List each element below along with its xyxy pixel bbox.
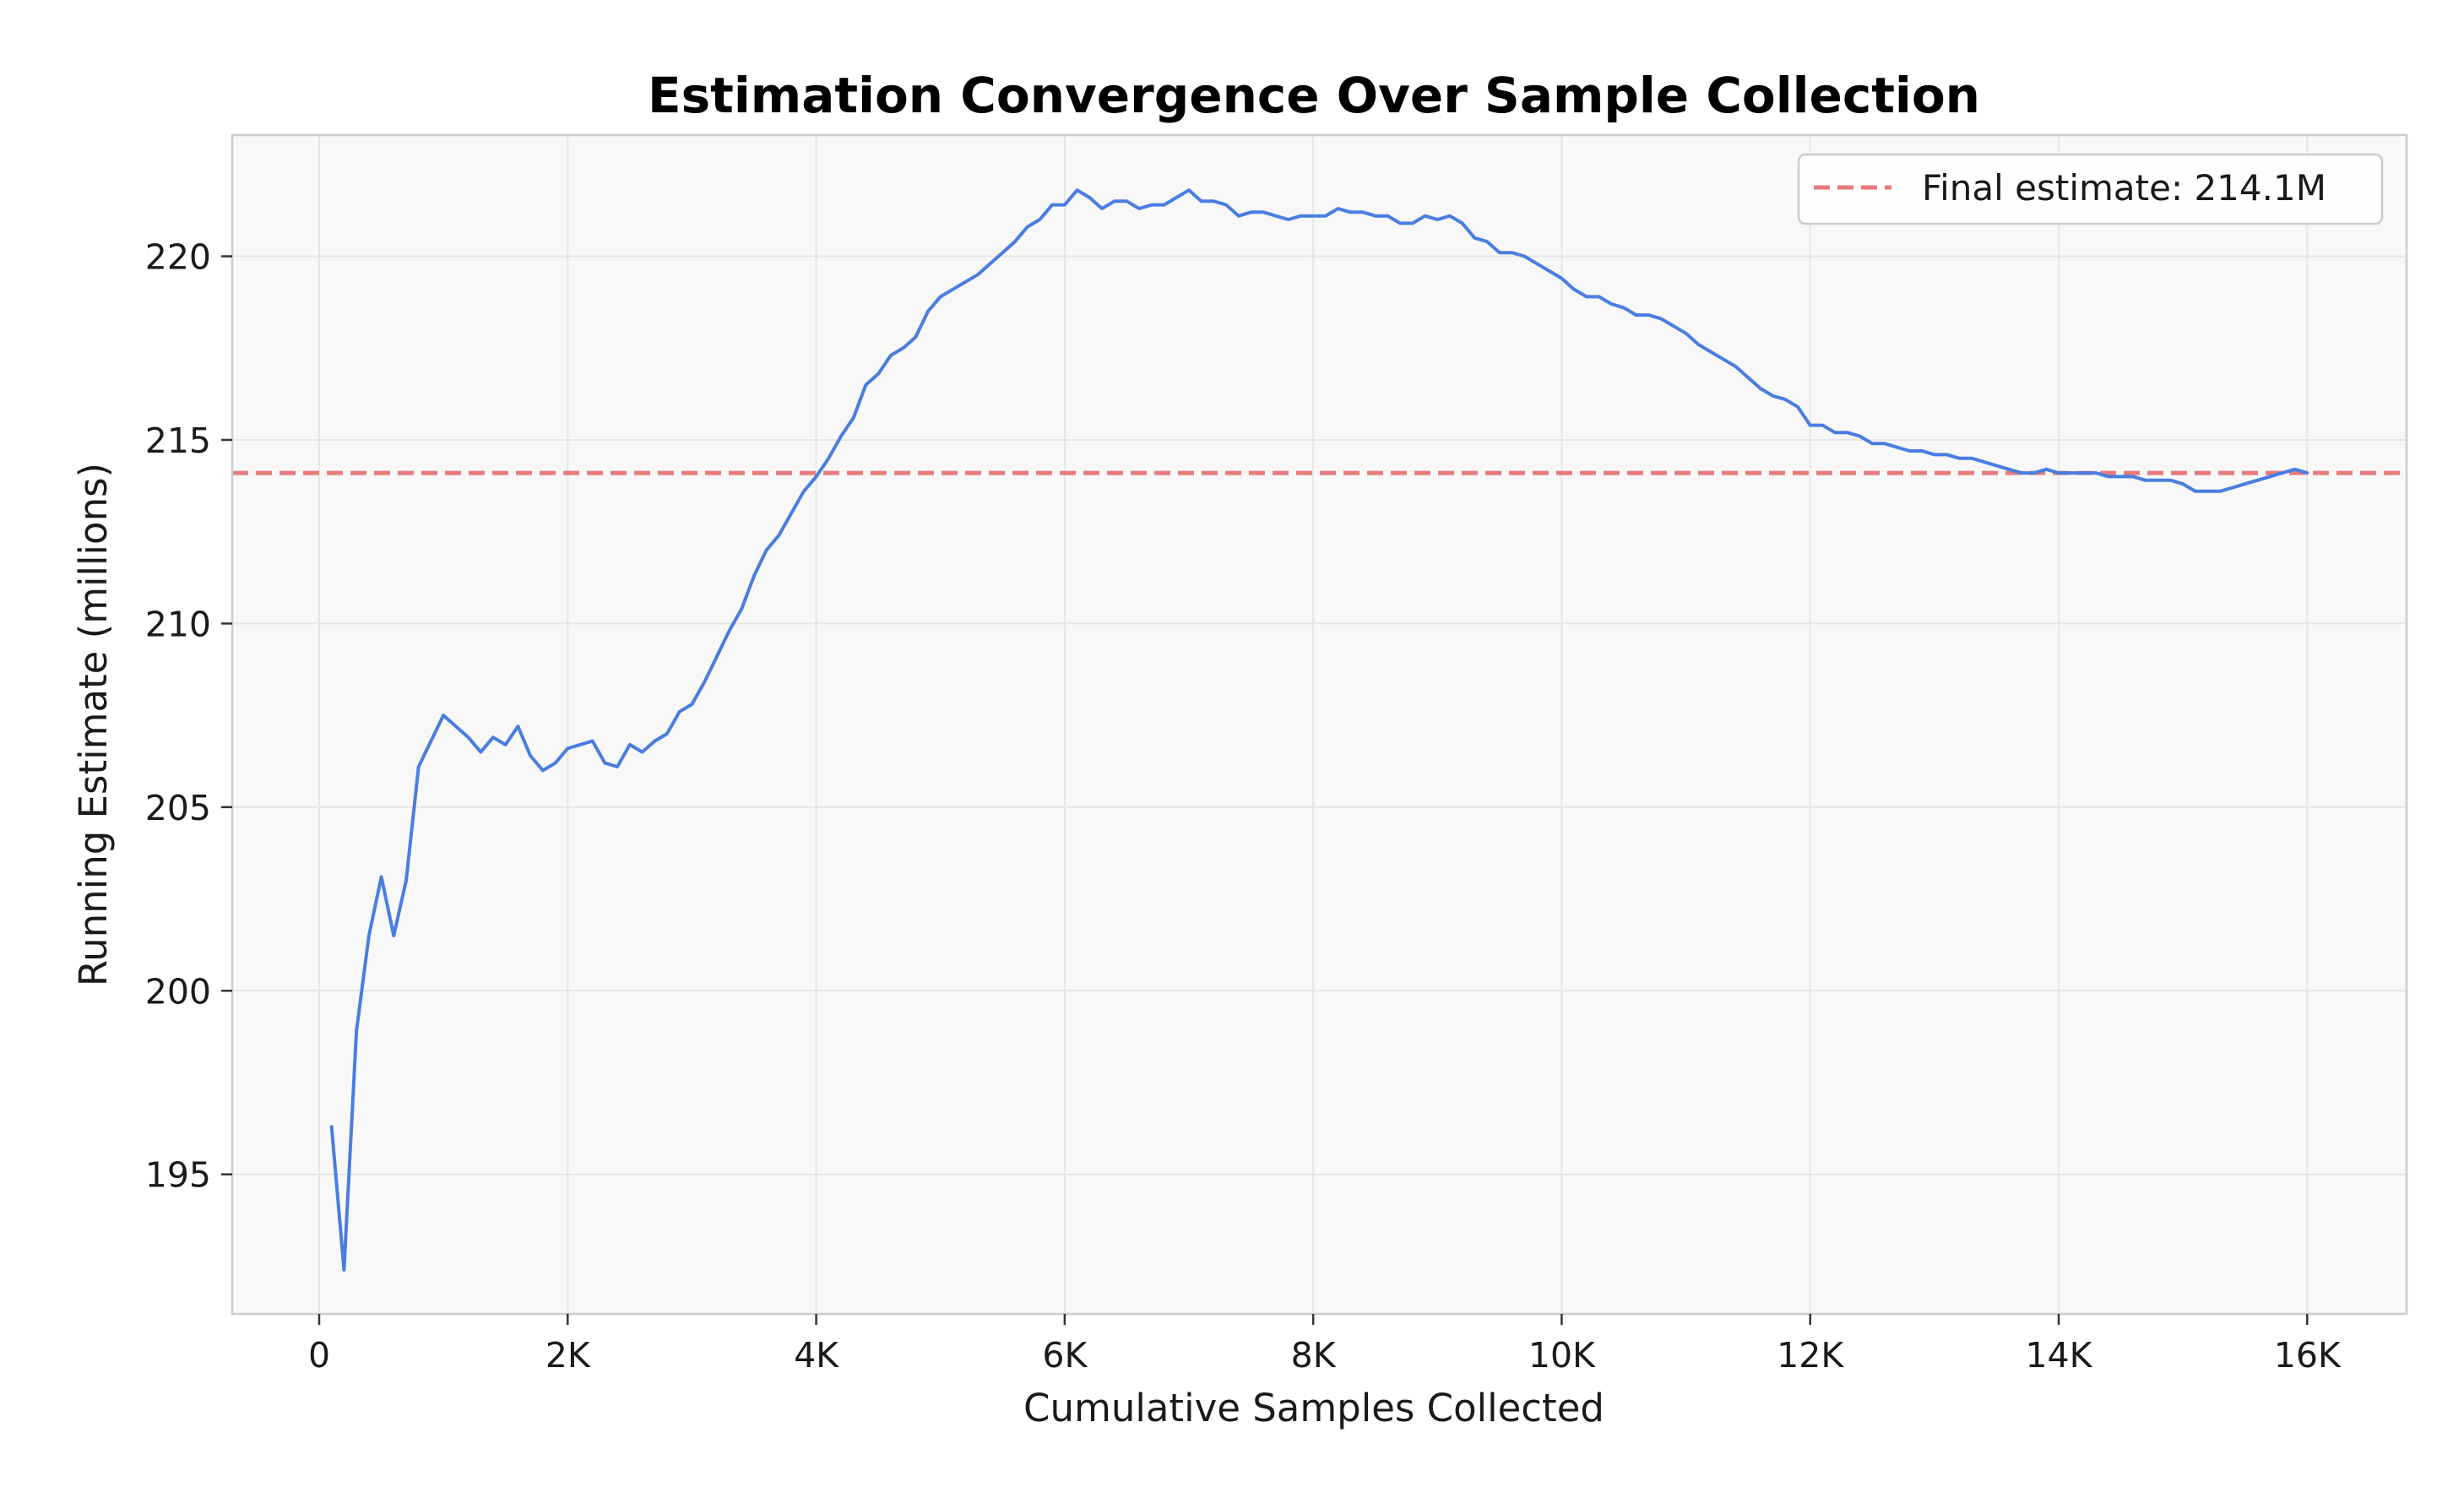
y-tick-label: 195 xyxy=(145,1155,211,1196)
legend: Final estimate: 214.1M xyxy=(1797,153,2384,225)
series-group xyxy=(329,188,2309,1272)
grid xyxy=(232,135,2407,1314)
x-tick-label: 0 xyxy=(308,1335,330,1376)
y-tick-label: 215 xyxy=(145,421,211,461)
x-tick-label: 6K xyxy=(1042,1335,1088,1376)
axis-ticks: 0 2K 4K 6K 8K 10K 12K 14K 16K 195 200 205 210 215 220 xyxy=(145,237,2342,1376)
x-tick-label: 4K xyxy=(794,1335,839,1376)
y-tick-label: 200 xyxy=(145,971,211,1012)
y-axis-label: Running Estimate (millions) xyxy=(71,463,116,986)
legend-box xyxy=(1797,153,2384,225)
y-tick-label: 210 xyxy=(145,604,211,644)
x-tick-label: 14K xyxy=(2025,1335,2092,1376)
chart-title: Estimation Convergence Over Sample Colle… xyxy=(648,67,1980,124)
legend-label: Final estimate: 214.1M xyxy=(1922,167,2326,209)
plot-area xyxy=(232,135,2407,1314)
x-axis-label: Cumulative Samples Collected xyxy=(1023,1386,1604,1430)
series-line xyxy=(329,188,2309,1272)
x-tick-label: 2K xyxy=(545,1335,591,1376)
plot-frame xyxy=(231,133,2408,1316)
x-tick-label: 16K xyxy=(2274,1335,2342,1376)
x-tick-label: 8K xyxy=(1291,1335,1337,1376)
x-tick-label: 10K xyxy=(1528,1335,1596,1376)
x-tick-label: 12K xyxy=(1777,1335,1844,1376)
y-tick-label: 205 xyxy=(145,788,211,828)
y-tick-label: 220 xyxy=(145,237,211,278)
